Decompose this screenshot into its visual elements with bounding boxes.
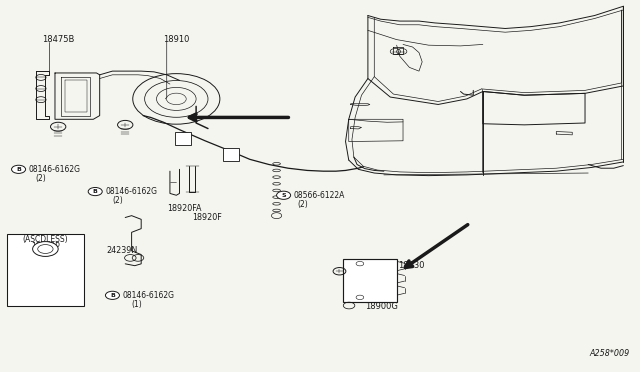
Text: (2): (2) [113, 196, 124, 205]
Text: 18920FA: 18920FA [167, 204, 201, 213]
Text: B: B [16, 167, 21, 172]
Text: (1): (1) [132, 300, 142, 309]
Circle shape [276, 191, 291, 199]
Circle shape [106, 291, 120, 299]
Text: (ASCDLESS): (ASCDLESS) [22, 235, 68, 244]
Text: 18910: 18910 [164, 35, 190, 44]
Text: (2): (2) [36, 174, 47, 183]
Bar [342, 259, 397, 302]
Text: B: B [93, 189, 98, 194]
Bar [223, 148, 239, 161]
Text: 18475B: 18475B [42, 35, 75, 44]
Text: 08566-6122A: 08566-6122A [294, 191, 345, 200]
Text: 08146-6162G: 08146-6162G [29, 165, 81, 174]
Text: 08146-6162G: 08146-6162G [106, 187, 157, 196]
Bar [175, 132, 191, 145]
Text: 18930P: 18930P [31, 242, 60, 251]
Text: 18920F: 18920F [192, 213, 222, 222]
Text: 18930: 18930 [398, 261, 424, 270]
Bar [7, 234, 84, 307]
Text: B: B [110, 293, 115, 298]
Text: S: S [282, 193, 286, 198]
Text: (2): (2) [298, 200, 308, 209]
Text: 18900G: 18900G [365, 302, 397, 311]
Text: 24239N: 24239N [106, 246, 138, 255]
Circle shape [33, 241, 58, 256]
Text: A258*009: A258*009 [589, 349, 630, 358]
Circle shape [12, 165, 26, 173]
Text: 08146-6162G: 08146-6162G [123, 291, 175, 300]
Circle shape [88, 187, 102, 196]
